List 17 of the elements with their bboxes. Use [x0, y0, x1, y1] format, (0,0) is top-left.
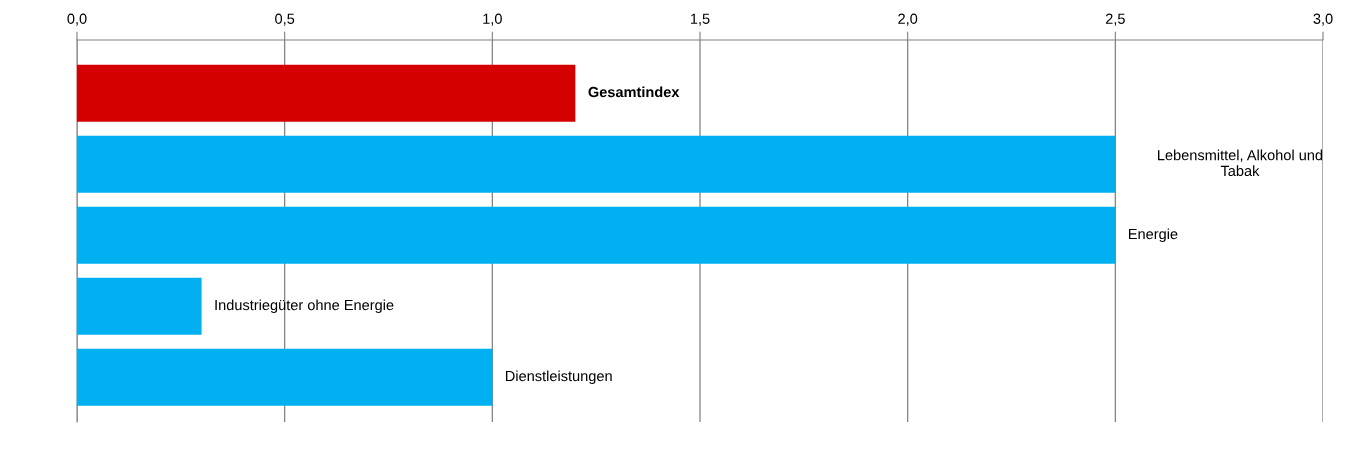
- x-tick-label: 0,5: [275, 13, 295, 26]
- y-tick-label: Dienstleistungen: [505, 370, 612, 385]
- y-tick-label: Gesamtindex: [588, 86, 680, 98]
- x-tick-label: 2,0: [898, 13, 918, 26]
- bar: [77, 135, 1116, 193]
- y-tick-label: Lebensmittel, Alkohol und Tabak: [1158, 149, 1323, 177]
- x-tick-label: 1,5: [690, 13, 710, 26]
- x-tick-label: 0,0: [67, 13, 87, 26]
- x-tick-label: 2,5: [1105, 13, 1125, 26]
- bar: [77, 64, 576, 122]
- x-tick-label: 3,0: [1313, 13, 1333, 26]
- x-tick-label: 1,0: [483, 13, 502, 26]
- y-tick-label: Energie: [1128, 228, 1178, 243]
- bar: [77, 348, 493, 406]
- y-tick-label: Industriegüter ohne Energie: [215, 299, 394, 314]
- bar: [77, 206, 1116, 264]
- bar: [77, 277, 202, 335]
